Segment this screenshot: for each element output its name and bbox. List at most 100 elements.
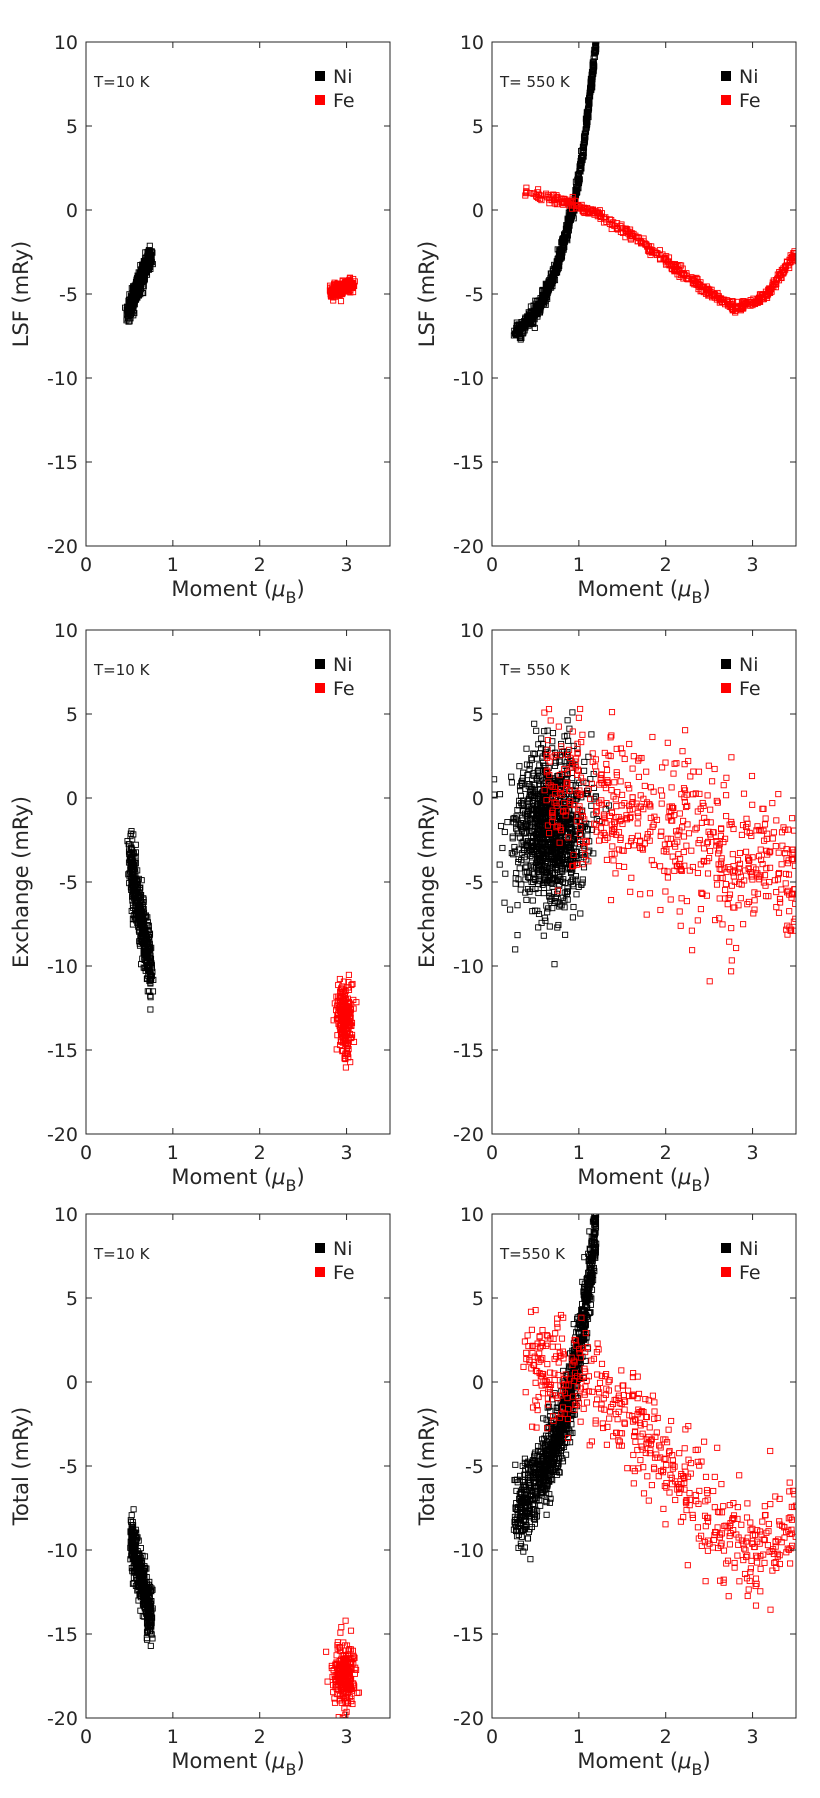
data-point-fe [711,765,718,773]
data-point-fe [523,188,530,195]
data-point-fe [782,880,789,887]
series-fe [541,705,796,985]
data-point-fe [706,978,713,985]
data-point-ni [535,843,542,850]
data-point-fe [649,733,656,741]
data-point-ni [559,248,566,255]
data-point-fe [672,843,679,850]
data-point-fe [784,931,791,938]
data-point-ni [588,802,595,809]
data-point-ni [492,791,497,798]
data-point-fe [772,284,779,291]
data-point-fe [694,917,701,924]
data-point-fe [581,816,588,823]
y-tick-label: -10 [453,368,484,390]
x-tick-label: 2 [660,554,672,576]
data-point-fe [331,1000,338,1007]
data-point-fe [581,845,588,852]
data-point-ni [549,745,556,752]
data-point-fe [759,861,766,868]
data-point-fe [737,873,744,880]
data-point-ni [536,866,543,873]
data-point-fe [704,858,711,865]
data-point-ni [514,932,521,939]
data-point-fe [723,774,730,781]
data-point-fe [556,772,563,779]
data-point-ni [539,788,546,796]
data-point-fe [589,750,596,757]
data-point-fe [737,895,744,902]
data-point-fe [779,267,786,274]
data-point-ni [517,792,525,800]
data-point-ni [535,741,542,748]
data-point-fe [613,772,620,779]
data-point-ni [549,730,557,737]
data-point-fe [728,957,735,964]
data-point-fe [565,202,573,209]
data-point-fe [786,258,793,265]
data-point-ni [509,833,516,840]
data-point-fe [603,766,611,774]
data-point-fe [611,825,618,832]
data-point-fe [637,837,644,844]
data-point-fe [603,218,610,225]
data-point-ni [593,42,600,44]
data-point-fe [683,898,690,905]
x-axis-label: Moment (μB) [171,577,304,607]
data-point-fe [646,890,654,897]
data-point-fe [718,295,725,302]
data-point-fe [677,272,685,279]
data-point-ni [140,913,147,920]
data-point-ni [522,829,529,836]
data-point-fe [697,906,704,913]
data-point-fe [688,847,695,854]
data-point-fe [699,890,706,897]
data-point-fe [579,861,586,868]
data-point-ni [508,850,515,857]
data-point-fe [762,882,769,889]
data-point-ni [562,816,569,823]
legend-marker-ni [315,71,325,81]
data-point-fe [650,821,657,828]
data-point-fe [666,808,673,815]
data-point-fe [772,843,779,850]
data-point-ni [147,979,154,986]
data-point-fe [348,280,355,287]
data-point-fe [551,783,558,791]
data-point-ni [134,867,141,874]
data-point-fe [754,890,761,897]
data-point-ni [129,859,136,866]
data-point-fe [755,873,762,880]
data-point-fe [640,806,647,813]
data-point-ni [516,763,523,770]
data-point-ni [590,55,597,62]
data-point-ni [142,927,149,934]
data-point-fe [792,915,796,922]
data-point-fe [629,765,636,772]
data-point-ni [555,813,562,820]
data-point-fe [626,785,633,792]
data-point-fe [766,879,773,886]
data-point-fe [621,755,628,763]
x-tick-label: 1 [573,554,585,576]
data-point-fe [643,799,651,806]
data-point-fe [668,260,675,268]
x-tick-label: 3 [747,1142,759,1164]
data-point-fe [587,795,594,802]
data-point-fe [328,289,335,296]
data-point-ni [527,317,534,325]
data-point-fe [783,926,790,933]
data-point-fe [576,830,583,837]
data-point-ni [538,818,545,825]
data-point-fe [628,231,635,238]
data-point-ni [141,925,148,932]
data-point-ni [561,238,568,245]
data-point-ni [496,861,503,868]
data-point-ni [512,880,519,887]
data-point-fe [736,849,744,857]
data-point-fe [676,810,683,817]
data-point-fe [536,195,543,203]
data-point-fe [683,791,690,798]
y-tick-label: -10 [47,956,78,978]
